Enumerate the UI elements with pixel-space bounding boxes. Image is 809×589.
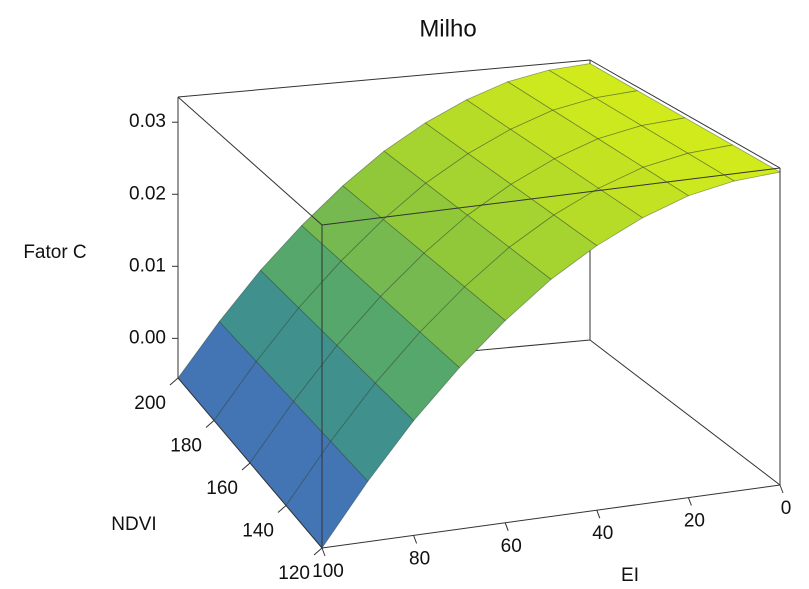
x-tick <box>504 522 509 531</box>
box-edge <box>589 339 781 486</box>
x-tick <box>321 547 326 557</box>
z-tick-label: 0.01 <box>129 255 166 276</box>
box-edge <box>321 167 781 226</box>
z-axis-label: Fator C <box>23 242 86 263</box>
y-axis-label: NDVI <box>111 514 156 535</box>
y-tick <box>169 377 179 386</box>
box-edge <box>177 59 591 98</box>
z-tick-label: 0.00 <box>129 327 166 348</box>
x-tick <box>413 535 418 544</box>
box-edge <box>177 96 323 226</box>
y-tick <box>313 547 323 556</box>
chart-title: Milho <box>419 15 476 42</box>
y-tick-label: 200 <box>134 393 166 414</box>
x-tick <box>687 497 692 506</box>
x-tick <box>779 484 784 494</box>
y-tick-label: 160 <box>206 478 238 499</box>
y-tick-label: 120 <box>278 563 310 584</box>
x-tick <box>596 510 601 519</box>
z-tick-label: 0.02 <box>129 183 166 204</box>
y-tick <box>241 462 251 471</box>
x-tick-label: 20 <box>684 511 705 532</box>
z-tick-label: 0.03 <box>129 111 166 132</box>
y-tick-label: 180 <box>170 436 202 457</box>
y-tick-label: 140 <box>242 521 274 542</box>
box-edge <box>321 484 781 549</box>
x-tick-label: 80 <box>409 548 430 569</box>
x-tick-label: 0 <box>781 498 792 519</box>
y-tick <box>205 420 215 428</box>
x-tick-label: 60 <box>501 536 522 557</box>
y-tick <box>277 505 287 513</box>
x-tick-label: 100 <box>312 561 344 582</box>
x-axis-label: EI <box>621 565 639 586</box>
box-edge <box>589 59 781 169</box>
x-tick-label: 40 <box>592 523 613 544</box>
